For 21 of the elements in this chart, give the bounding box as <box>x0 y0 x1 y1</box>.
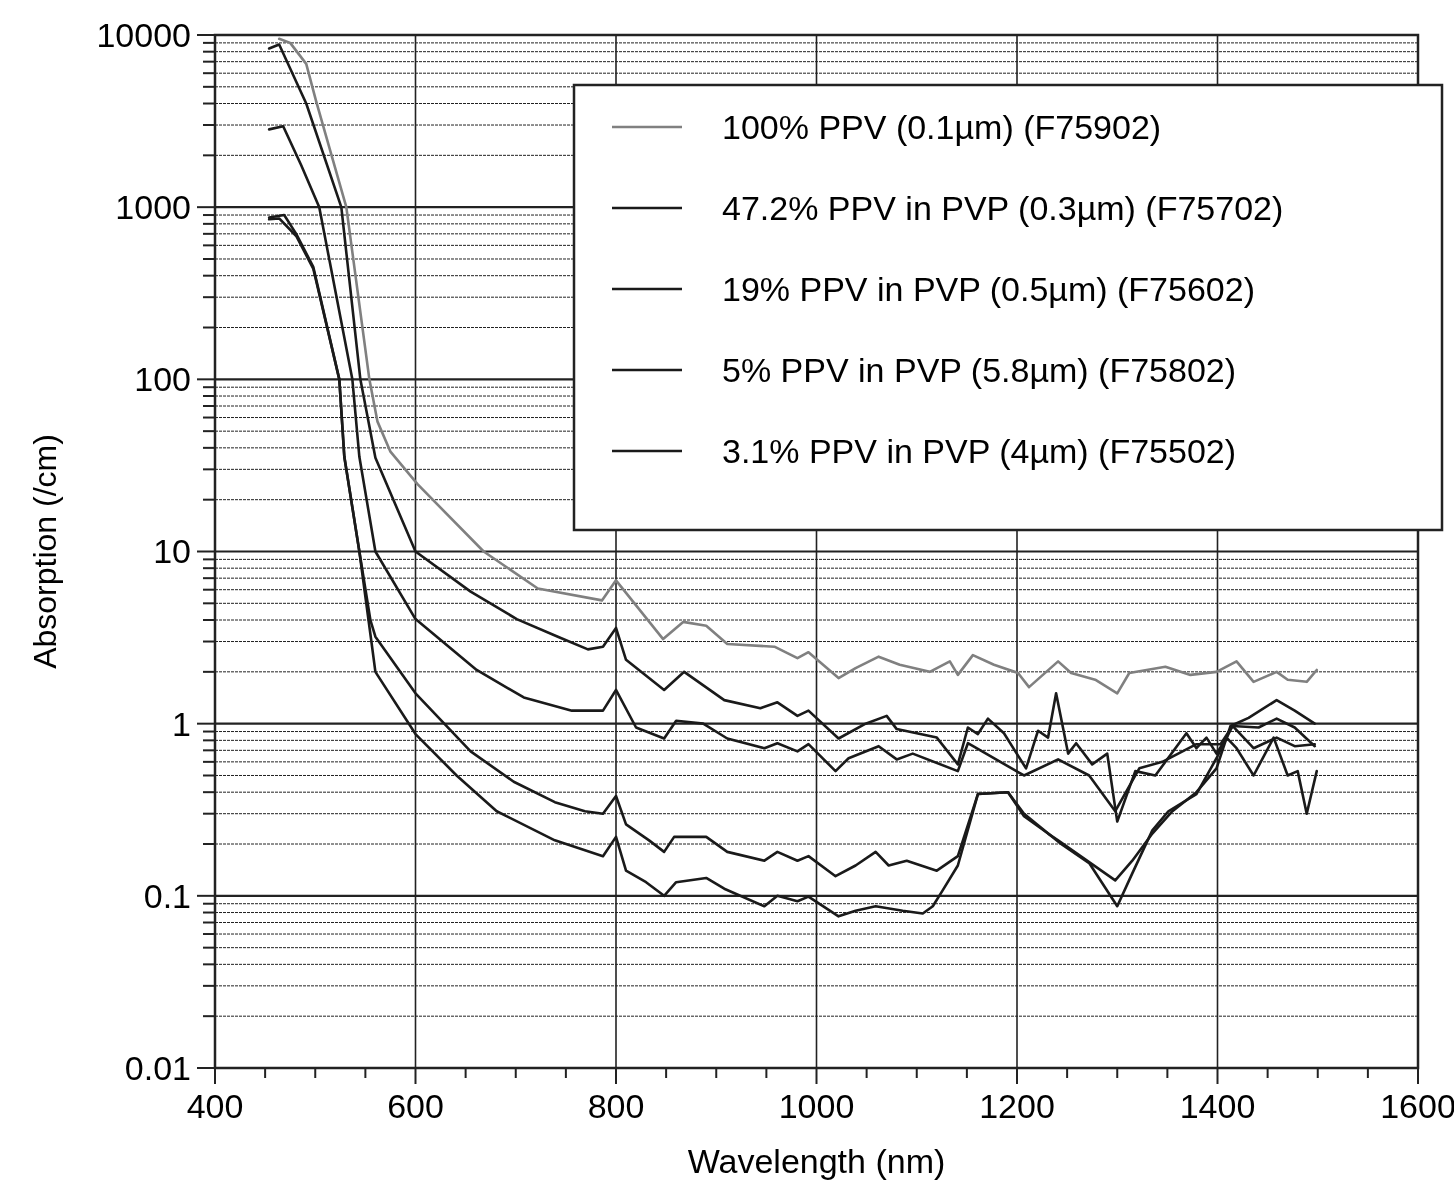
legend-label: 19% PPV in PVP (0.5µm) (F75602) <box>722 269 1255 308</box>
y-tick-label: 0.01 <box>124 1048 191 1087</box>
legend-label: 100% PPV (0.1µm) (F75902) <box>722 107 1162 146</box>
y-tick-label: 10000 <box>96 15 191 54</box>
y-tick-label: 1000 <box>115 188 191 227</box>
legend-label: 3.1% PPV in PVP (4µm) (F75502) <box>722 431 1237 470</box>
y-tick-label: 100 <box>134 360 191 399</box>
x-axis-title: Wavelength (nm) <box>687 1142 946 1180</box>
x-tick-label: 1600 <box>1380 1087 1454 1125</box>
x-tick-label: 400 <box>186 1087 244 1125</box>
x-tick-label: 1400 <box>1179 1087 1256 1125</box>
x-tick-label: 1000 <box>778 1087 855 1125</box>
x-tick-label: 800 <box>587 1087 645 1125</box>
x-tick-label: 1200 <box>979 1087 1055 1125</box>
x-tick-label: 600 <box>387 1087 444 1125</box>
y-tick-label: 10 <box>153 532 191 571</box>
y-tick-label: 0.1 <box>143 876 191 915</box>
legend-label: 47.2% PPV in PVP (0.3µm) (F75702) <box>722 188 1284 227</box>
y-tick-label: 1 <box>172 704 191 743</box>
y-axis-title: Absorption (/cm) <box>27 434 63 669</box>
legend-label: 5% PPV in PVP (5.8µm) (F75802) <box>722 350 1237 389</box>
